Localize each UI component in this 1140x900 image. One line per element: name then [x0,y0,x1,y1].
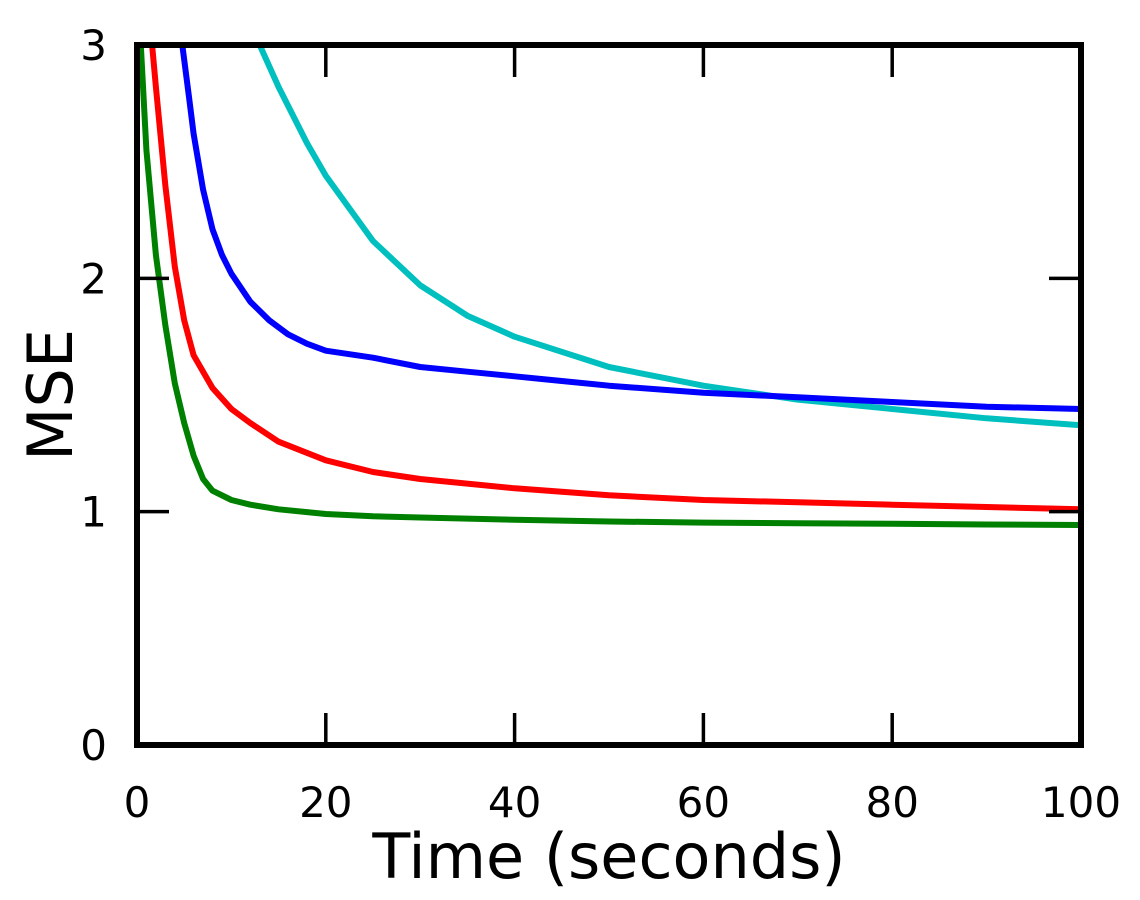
x-tick-label-0: 0 [124,778,151,827]
x-tick-label-60: 60 [677,778,730,827]
series-line-4 [137,45,1081,528]
y-tick-label-3: 3 [80,21,107,70]
y-tick-label-0: 0 [80,721,107,770]
x-axis-label: Time (seconds) [371,820,845,893]
y-axis-label: MSE [14,329,87,461]
series-line-3 [149,45,1081,513]
x-tick-label-80: 80 [865,778,918,827]
series-line-1 [256,45,1081,429]
series-layer [137,45,1081,528]
plot-frame [134,42,1084,748]
x-tick-label-100: 100 [1041,778,1121,827]
tick-layer: 0 20 40 60 80 100 0 1 2 3 [80,21,1121,827]
y-tick-label-2: 2 [80,254,107,303]
x-tick-label-20: 20 [299,778,352,827]
x-tick-label-40: 40 [488,778,541,827]
series-line-2 [179,45,1081,412]
y-tick-label-1: 1 [80,488,107,537]
